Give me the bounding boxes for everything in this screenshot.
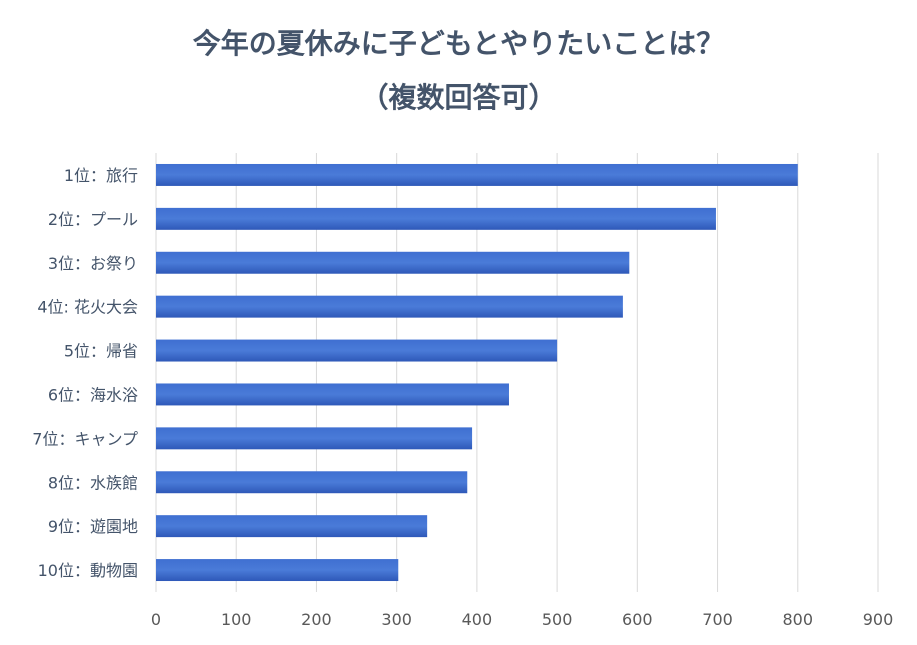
category-labels: 1位：旅行 2位：プール 3位：お祭り 4位: 花火大会 5位：帰省 6位：海水浴 7位：キ…: [32, 166, 138, 580]
x-tick-label: 900: [863, 610, 894, 629]
x-tick-label: 800: [783, 610, 814, 629]
x-tick-label: 700: [702, 610, 733, 629]
category-label: 4位: 花火大会: [37, 298, 138, 317]
category-label: 7位：キャンプ: [32, 429, 138, 448]
x-tick-label: 0: [151, 610, 161, 629]
category-label: 5位：帰省: [64, 342, 138, 361]
bar: [156, 339, 558, 362]
bar: [156, 295, 623, 318]
category-label: 9位：遊園地: [48, 517, 138, 536]
bar: [156, 207, 716, 230]
category-label: 8位：水族館: [48, 473, 138, 492]
category-label: 6位：海水浴: [48, 385, 138, 404]
bars: [156, 163, 798, 582]
bar: [156, 471, 468, 494]
x-tick-label: 300: [381, 610, 412, 629]
bar: [156, 251, 630, 274]
bar: [156, 383, 509, 406]
bar: [156, 559, 399, 582]
category-label: 1位：旅行: [64, 166, 138, 185]
chart-title: 今年の夏休みに子どもとやりたいことは？: [192, 27, 725, 60]
x-tick-label: 200: [301, 610, 332, 629]
bar: [156, 427, 473, 450]
category-label: 2位：プール: [48, 210, 138, 229]
bar: [156, 163, 798, 186]
x-tick-label: 400: [462, 610, 493, 629]
x-tick-labels: 0 100 200 300 400 500 600 700 800 900: [151, 610, 893, 629]
bar: [156, 515, 428, 538]
category-label: 10位：動物園: [38, 561, 138, 580]
x-tick-label: 100: [221, 610, 252, 629]
category-label: 3位：お祭り: [48, 254, 138, 273]
chart-subtitle: （複数回答可）: [360, 81, 557, 114]
x-tick-label: 500: [542, 610, 573, 629]
x-tick-label: 600: [622, 610, 653, 629]
